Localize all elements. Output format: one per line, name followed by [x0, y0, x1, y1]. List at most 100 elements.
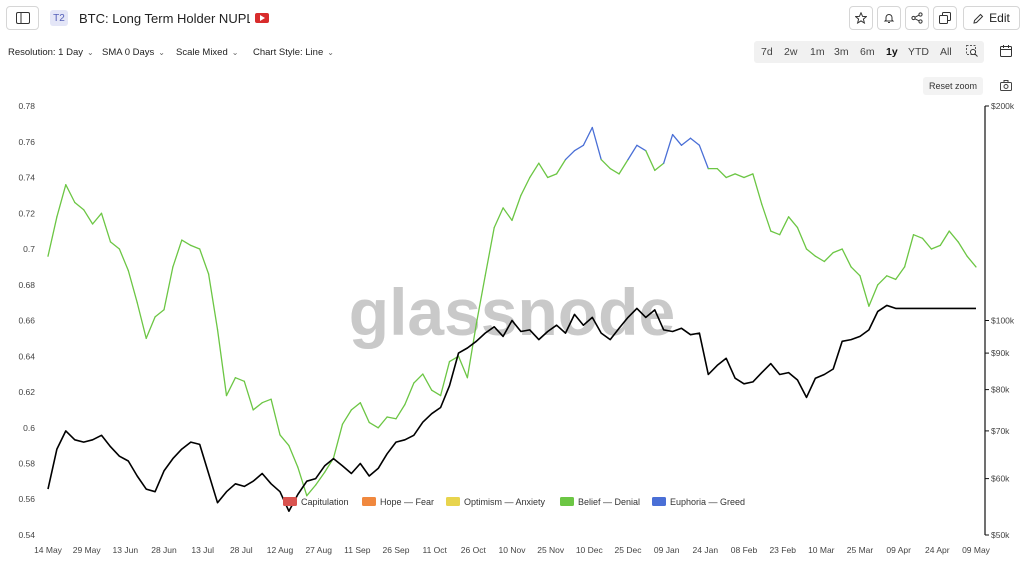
legend-label: Capitulation: [301, 497, 349, 507]
y-tick-label-left: 0.54: [18, 530, 35, 540]
sidebar-icon: [15, 12, 30, 24]
star-icon: [855, 12, 867, 24]
x-tick-label: 25 Dec: [615, 545, 643, 555]
range-1y[interactable]: 1y: [886, 46, 898, 58]
nupl-line-segment: [47, 216, 58, 257]
nupl-line-segment: [225, 377, 237, 397]
legend-item[interactable]: Hope — Fear: [362, 497, 434, 507]
reset-zoom-button[interactable]: Reset zoom: [923, 77, 983, 95]
alert-button[interactable]: [877, 6, 901, 30]
nupl-line-segment: [966, 255, 977, 268]
edit-label: Edit: [989, 11, 1010, 25]
x-tick-label: 24 Jan: [693, 545, 719, 555]
sma-select[interactable]: SMA 0 Days ⌄: [102, 47, 165, 58]
watermark: glassnode: [349, 275, 675, 349]
nupl-line-segment: [431, 389, 442, 397]
nupl-line-segment: [261, 398, 272, 404]
edit-button[interactable]: Edit: [963, 6, 1020, 30]
y-tick-label-left: 0.58: [18, 459, 35, 469]
range-7d[interactable]: 7d: [761, 46, 773, 58]
nupl-line-segment: [895, 266, 906, 281]
bell-icon: [883, 14, 895, 23]
scale-select[interactable]: Scale Mixed ⌄: [176, 47, 238, 58]
tier-badge: T2: [50, 10, 68, 26]
x-tick-label: 13 Jul: [191, 545, 214, 555]
nupl-line-segment: [520, 176, 531, 197]
nupl-line-segment: [859, 275, 870, 307]
favorite-button[interactable]: [849, 6, 873, 30]
chart-style-label: Chart Style: Line: [253, 47, 324, 58]
x-tick-label: 12 Aug: [267, 545, 294, 555]
nupl-line-segment: [413, 373, 424, 384]
legend-item[interactable]: Euphoria — Greed: [652, 497, 745, 507]
nupl-line-segment: [591, 126, 602, 161]
zoom-select-icon[interactable]: [966, 45, 978, 57]
camera-icon[interactable]: [1000, 80, 1012, 91]
nupl-line-segment: [243, 380, 254, 411]
nupl-line-segment: [582, 126, 593, 146]
nupl-line-segment: [306, 484, 317, 497]
nupl-line-segment: [118, 248, 129, 272]
nupl-line-segment: [600, 158, 611, 170]
nupl-line-segment: [841, 248, 852, 268]
x-tick-label: 29 May: [73, 545, 102, 555]
x-tick-label: 11 Sep: [344, 545, 371, 555]
x-tick-label: 14 May: [34, 545, 63, 555]
range-ytd[interactable]: YTD: [908, 46, 929, 58]
legend-item[interactable]: Capitulation: [283, 497, 349, 507]
x-tick-label: 25 Mar: [847, 545, 874, 555]
range-1m[interactable]: 1m: [810, 46, 825, 58]
y-tick-label-right: $60k: [991, 474, 1010, 484]
legend-label: Hope — Fear: [380, 497, 434, 507]
legend-item[interactable]: Optimism — Anxiety: [446, 497, 546, 507]
nupl-line-segment: [761, 203, 772, 232]
nupl-line-segment: [404, 382, 415, 406]
nupl-line-segment: [609, 167, 620, 175]
nupl-line-segment: [199, 248, 210, 275]
legend-item[interactable]: Belief — Denial: [560, 497, 640, 507]
youtube-button[interactable]: [250, 6, 274, 30]
y-tick-label-left: 0.68: [18, 280, 35, 290]
chart-style-select[interactable]: Chart Style: Line ⌄: [253, 47, 334, 58]
y-tick-label-right: $80k: [991, 385, 1010, 395]
resolution-select[interactable]: Resolution: 1 Day ⌄: [8, 47, 94, 58]
nupl-line-segment: [698, 144, 709, 170]
nupl-line-segment: [297, 466, 308, 497]
share-button[interactable]: [905, 6, 929, 30]
range-all[interactable]: All: [940, 46, 952, 58]
nupl-line-segment: [377, 416, 388, 429]
nupl-line-segment: [395, 403, 406, 420]
range-selector: [754, 41, 984, 63]
range-3m[interactable]: 3m: [834, 46, 849, 58]
x-tick-label: 26 Oct: [461, 545, 487, 555]
calendar-icon[interactable]: [1000, 45, 1012, 57]
duplicate-button[interactable]: [933, 6, 957, 30]
nupl-line-segment: [547, 173, 558, 179]
nupl-line-segment: [457, 355, 469, 379]
nupl-line-segment: [787, 216, 799, 229]
nupl-line-segment: [877, 275, 888, 286]
range-2w[interactable]: 2w: [784, 46, 798, 58]
sidebar-toggle-button[interactable]: [6, 6, 39, 30]
nupl-line-segment: [368, 421, 379, 429]
chevron-down-icon: ⌄: [327, 48, 334, 57]
nupl-line-segment: [796, 226, 808, 250]
y-tick-label-left: 0.72: [18, 208, 35, 218]
x-tick-label: 10 Nov: [499, 545, 527, 555]
x-tick-label: 13 Jun: [113, 545, 139, 555]
nupl-line-segment: [502, 207, 513, 222]
copy-icon: [939, 12, 951, 24]
nupl-line-segment: [439, 360, 451, 397]
nupl-line-segment: [216, 328, 228, 397]
chevron-down-icon: ⌄: [231, 48, 239, 57]
nupl-line-segment: [573, 144, 585, 152]
nupl-line-segment: [689, 137, 701, 146]
nupl-line-segment: [832, 248, 843, 254]
nupl-line-segment: [680, 137, 692, 146]
nupl-line-segment: [921, 237, 933, 250]
youtube-icon: [255, 13, 269, 23]
nupl-line-segment: [422, 373, 433, 391]
nupl-line-segment: [65, 184, 76, 204]
nupl-line-segment: [930, 244, 941, 250]
range-6m[interactable]: 6m: [860, 46, 875, 58]
